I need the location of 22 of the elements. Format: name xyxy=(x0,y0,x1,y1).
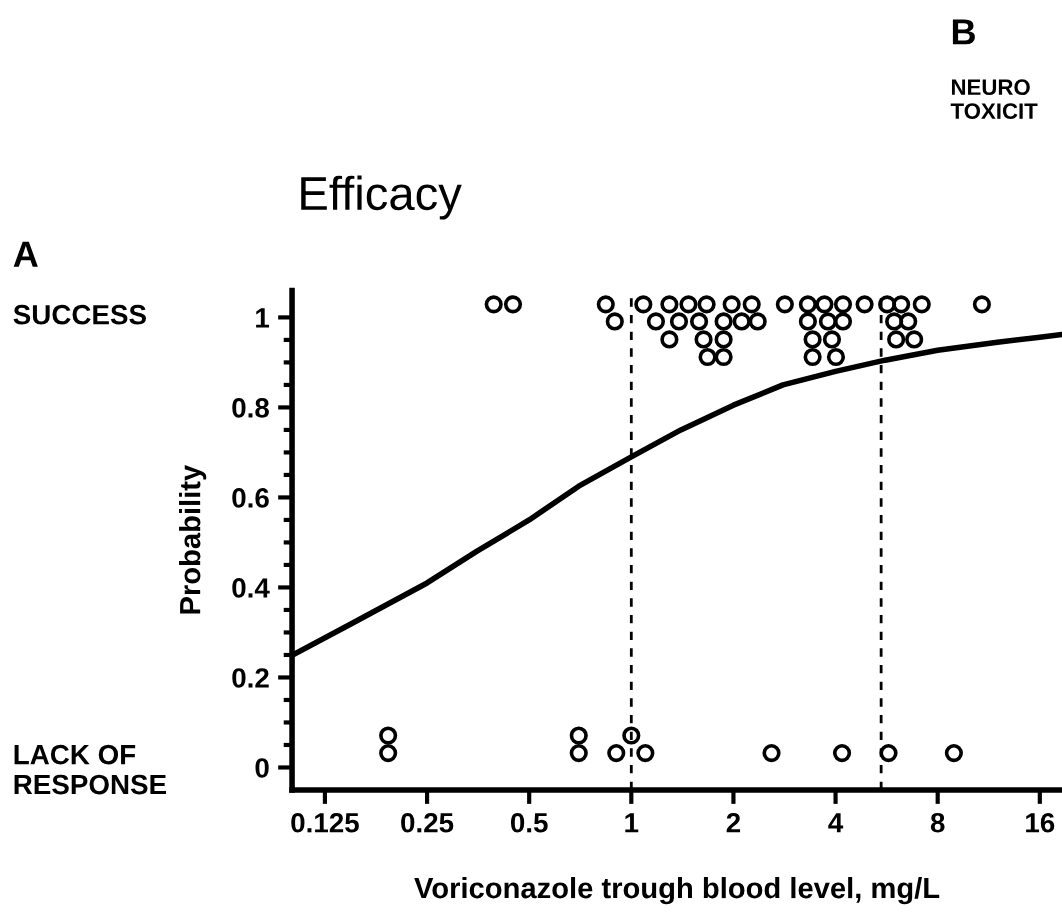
x-tick-label: 0.125 xyxy=(291,812,359,833)
x-tick-label: 0.25 xyxy=(401,812,454,833)
chart-title: Efficacy xyxy=(301,175,462,220)
x-tick-label: 1 xyxy=(625,813,639,833)
text: SUCCESS xyxy=(13,304,146,325)
y-tick-label: 0.2 xyxy=(232,668,269,688)
text: A xyxy=(13,241,38,267)
y-tick-label: 0 xyxy=(255,758,269,778)
y-axis-title: Probability xyxy=(179,464,207,614)
x-tick-label: 2 xyxy=(726,812,741,833)
x-tick-label: 4 xyxy=(828,813,844,833)
y-tick-label: 0.6 xyxy=(232,488,269,508)
text: NEURO TOXICIT xyxy=(950,79,1038,120)
x-tick-label: 16 xyxy=(1026,812,1055,833)
text: LACK OF RESPONSE xyxy=(14,744,167,795)
y-tick-label: 0.4 xyxy=(232,578,270,598)
y-tick-label: 1 xyxy=(256,308,270,328)
x-axis-title: Voriconazole trough blood level, mg/L xyxy=(414,876,940,905)
y-tick-label: 0.8 xyxy=(232,398,269,418)
x-tick-label: 0.5 xyxy=(510,812,548,833)
text: B xyxy=(952,19,975,45)
x-tick-label: 8 xyxy=(930,812,945,833)
